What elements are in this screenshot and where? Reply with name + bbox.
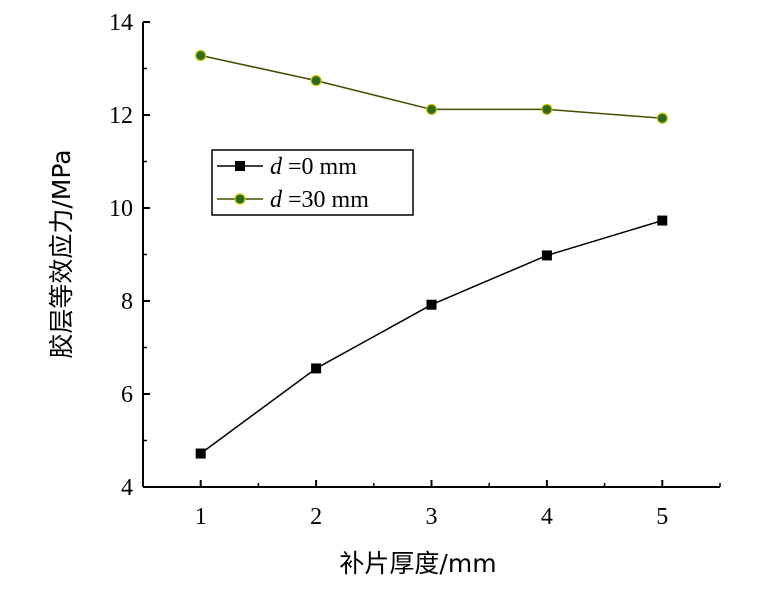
series-layer (195, 49, 668, 459)
data-point (541, 103, 553, 116)
x-tick-label: 3 (426, 504, 438, 530)
data-point (425, 103, 438, 116)
series-0 (195, 215, 668, 459)
legend-variable: d (270, 187, 283, 213)
chart-frame (142, 22, 720, 488)
legend-box (211, 149, 414, 216)
data-point (195, 49, 207, 62)
legend-value: =30 mm (282, 187, 369, 213)
series-line (200, 219, 663, 455)
data-point (310, 74, 322, 87)
legend-label: d =30 mm (270, 187, 369, 213)
x-tick-label: 4 (541, 504, 553, 530)
y-tick-label: 14 (109, 10, 133, 36)
y-axis-label: 胶层等效应力/MPa (47, 149, 76, 358)
y-axis-ticks: 4 6 8 10 12 14 (109, 10, 150, 501)
data-point (657, 215, 668, 226)
legend-item-0: d =0 mm (217, 154, 357, 180)
legend-value: =0 mm (282, 154, 357, 180)
legend-label: d =0 mm (270, 154, 357, 180)
x-axis-ticks: 1 2 3 4 5 (142, 480, 721, 530)
y-tick-label: 12 (109, 103, 133, 129)
legend-marker (235, 161, 245, 171)
x-axis-label: 补片厚度/mm (339, 549, 496, 578)
data-point (656, 112, 668, 124)
y-tick-label: 10 (109, 196, 133, 222)
legend-marker (234, 193, 246, 205)
legend-variable: d (270, 154, 283, 180)
legend-item-1: d =30 mm (217, 187, 369, 213)
series-1 (195, 49, 668, 124)
data-point (541, 250, 552, 261)
x-tick-label: 2 (310, 504, 322, 530)
data-point (426, 299, 437, 310)
y-tick-label: 4 (121, 475, 133, 501)
legend: d =0 mmd =30 mm (211, 149, 414, 216)
y-tick-label: 6 (121, 382, 133, 408)
x-tick-label: 1 (195, 504, 207, 530)
data-point (195, 448, 206, 459)
y-tick-label: 8 (121, 289, 133, 315)
data-point (311, 363, 322, 374)
x-tick-label: 5 (656, 504, 668, 530)
